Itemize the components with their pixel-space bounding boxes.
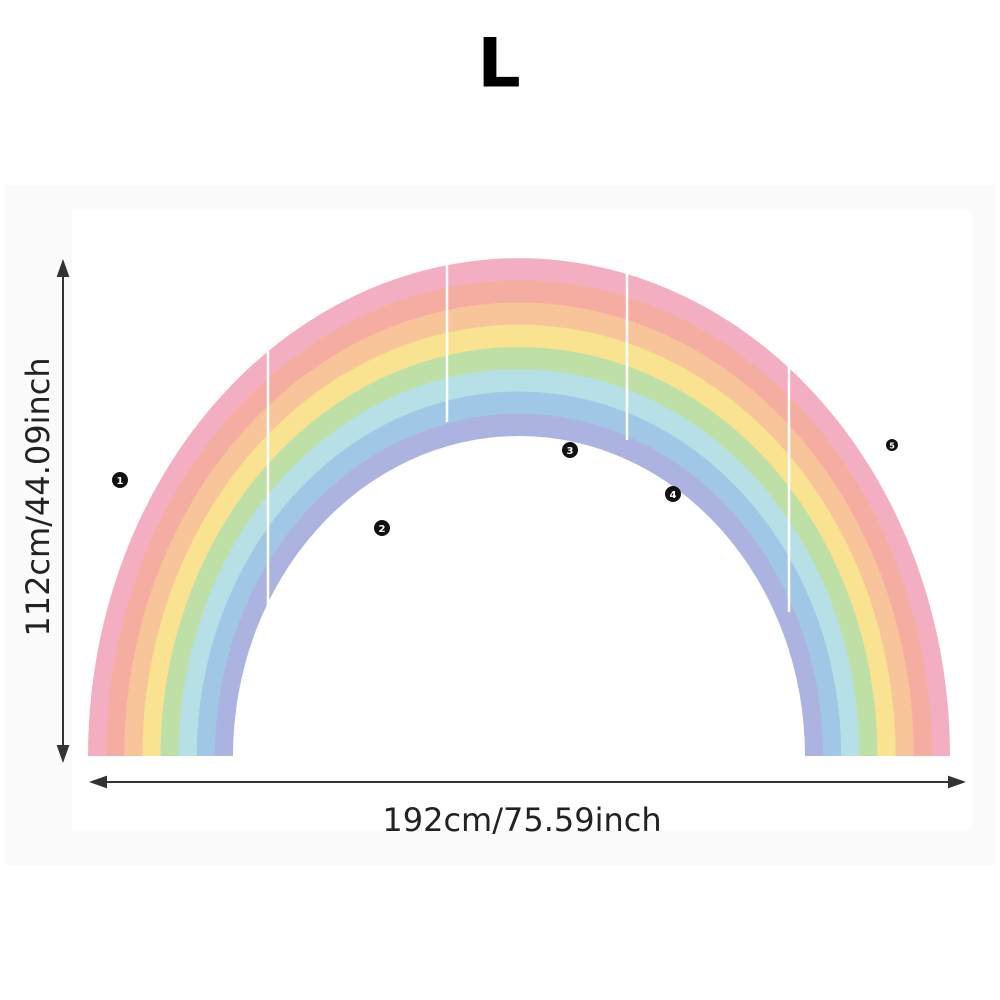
marker-dot	[886, 439, 898, 451]
marker-dot	[665, 486, 681, 502]
rainbow-band	[233, 436, 805, 756]
rainbow	[88, 258, 950, 756]
arrow-head	[56, 745, 70, 763]
marker-number: 3	[567, 446, 574, 457]
marker-dot	[562, 442, 578, 458]
marker-number: 5	[889, 442, 895, 451]
markers: 1 2 3 4 5	[112, 439, 898, 536]
arrow-head	[948, 775, 966, 789]
marker-number: 1	[117, 476, 124, 487]
size-label: L	[477, 25, 520, 104]
height-label: 112cm/44.09inch	[19, 357, 57, 636]
arrow-head	[89, 775, 107, 789]
width-label: 192cm/75.59inch	[382, 801, 661, 839]
dimension-lines	[56, 259, 966, 789]
marker-dot	[112, 472, 128, 488]
marker-number: 2	[379, 524, 386, 535]
arrow-head	[56, 259, 70, 277]
cut-lines	[266, 262, 791, 650]
marker-dot	[374, 520, 390, 536]
marker-number: 4	[670, 490, 677, 501]
